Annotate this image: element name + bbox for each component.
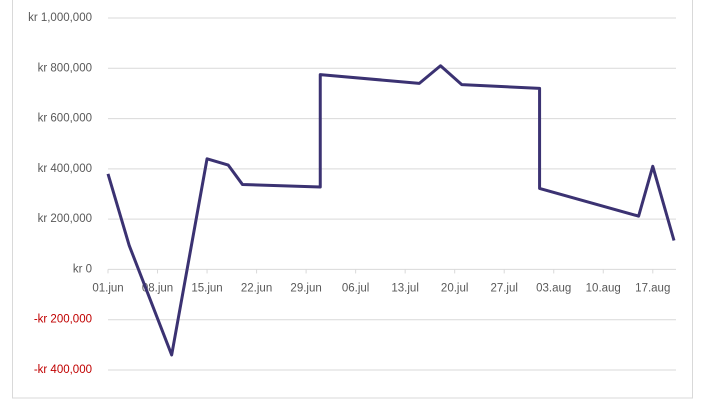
y-tick-label: -kr 400,000	[34, 364, 92, 376]
x-tick-label: 17.aug	[635, 282, 670, 294]
y-tick-label: -kr 200,000	[34, 314, 92, 326]
y-tick-label: kr 800,000	[38, 62, 92, 74]
x-tick-label: 01.jun	[92, 282, 123, 294]
y-tick-label: kr 1,000,000	[28, 12, 92, 24]
x-tick-label: 06.jul	[342, 282, 370, 294]
y-tick-label: kr 200,000	[38, 213, 92, 225]
x-tick-label: 22.jun	[241, 282, 272, 294]
line	[106, 64, 676, 357]
x-tick-label: 29.jun	[290, 282, 321, 294]
y-tick-label: kr 600,000	[38, 113, 92, 125]
y-tick-label: kr 400,000	[38, 163, 92, 175]
x-tick-label: 20.jul	[441, 282, 469, 294]
x-tick-label: 10.aug	[586, 282, 621, 294]
y-tick-label: kr 0	[73, 263, 92, 275]
x-tick-label: 03.aug	[536, 282, 571, 294]
x-tick-label: 27.jul	[490, 282, 518, 294]
x-tick-label: 15.jun	[191, 282, 222, 294]
x-tick-label: 13.jul	[391, 282, 419, 294]
x-tick-label: 08.jun	[142, 282, 173, 294]
